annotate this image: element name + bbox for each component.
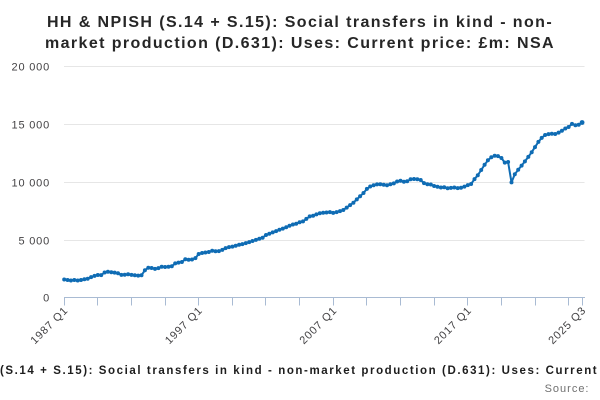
svg-text:20 000: 20 000 [12, 62, 50, 74]
svg-text:5 000: 5 000 [18, 236, 50, 248]
svg-text:1987 Q1: 1987 Q1 [29, 305, 71, 347]
svg-text:15 000: 15 000 [12, 120, 50, 132]
svg-text:1997 Q1: 1997 Q1 [163, 305, 205, 347]
svg-text:2017 Q1: 2017 Q1 [432, 305, 474, 347]
svg-text:0: 0 [43, 293, 50, 305]
svg-text:2007 Q1: 2007 Q1 [298, 305, 340, 347]
svg-text:2025 Q3: 2025 Q3 [546, 305, 588, 347]
svg-text:10 000: 10 000 [12, 178, 50, 190]
